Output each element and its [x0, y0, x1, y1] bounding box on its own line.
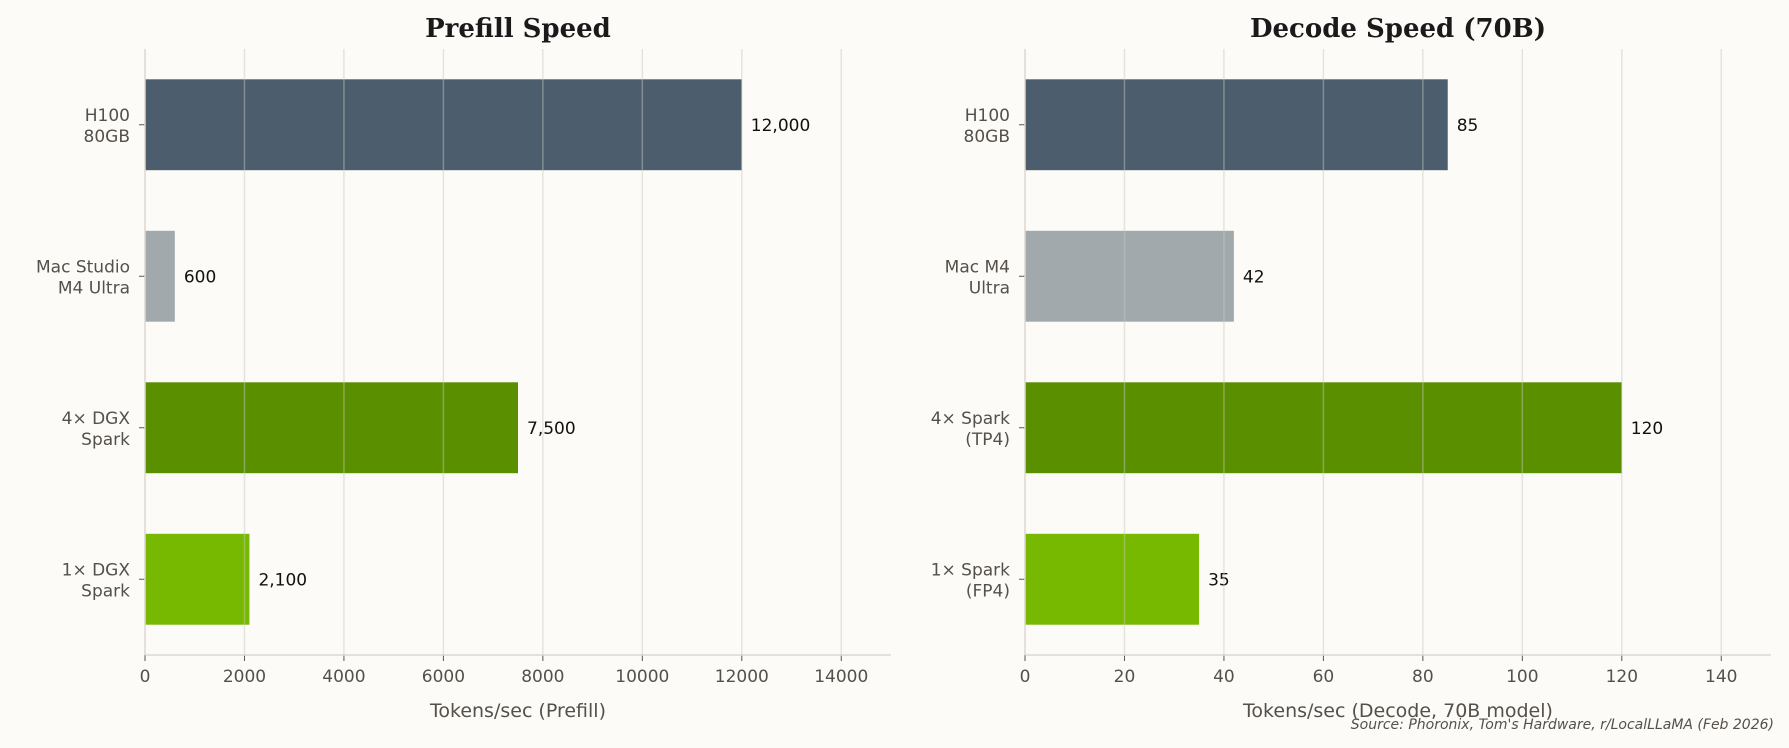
x-tick-label: 60 — [1313, 667, 1335, 687]
data-label: 12,000 — [751, 116, 810, 136]
bar — [1025, 382, 1622, 474]
category-label: Mac M4 Ultra — [945, 257, 1010, 298]
category-label-line: Mac M4 — [945, 257, 1010, 277]
data-label: 120 — [1631, 419, 1663, 439]
x-tick-label: 12000 — [715, 667, 769, 687]
data-label: 600 — [184, 267, 216, 287]
category-label-line: Spark — [81, 430, 130, 450]
bar — [145, 230, 175, 322]
category-label: 1× DGX Spark — [62, 560, 131, 601]
bar — [1025, 79, 1448, 171]
x-tick-label: 4000 — [322, 667, 365, 687]
category-label: 4× DGX Spark — [62, 409, 131, 450]
category-label-line: 4× Spark — [931, 409, 1010, 429]
category-label: H100 80GB — [84, 106, 130, 147]
category-label-line: (FP4) — [966, 581, 1010, 601]
category-label-line: M4 Ultra — [58, 278, 130, 298]
decode-chart: Decode Speed (70B) 85 H100 80GB 42 Mac M4 Ultr… — [931, 14, 1771, 722]
data-label: 2,100 — [258, 570, 307, 590]
chart-title: Prefill Speed — [425, 14, 611, 44]
category-label-line: Spark — [81, 581, 130, 601]
category-label: H100 80GB — [964, 106, 1010, 147]
x-tick-label: 40 — [1213, 667, 1235, 687]
category-label-line: 1× DGX — [62, 560, 131, 580]
category-label-line: 4× DGX — [62, 409, 131, 429]
category-label-line: 80GB — [84, 127, 130, 147]
prefill-chart: Prefill Speed 12,000 H100 80GB 600 Mac Studio… — [36, 14, 891, 722]
bar — [145, 533, 250, 625]
source-note: Source: Phoronix, Tom's Hardware, r/Loca… — [1351, 717, 1774, 733]
category-label-line: 80GB — [964, 127, 1010, 147]
bar — [145, 382, 518, 474]
category-label: 1× Spark (FP4) — [931, 560, 1010, 601]
chart-title: Decode Speed (70B) — [1250, 14, 1546, 44]
x-tick-label: 6000 — [422, 667, 465, 687]
category-label-line: (TP4) — [965, 430, 1010, 450]
x-tick-label: 120 — [1606, 667, 1638, 687]
data-label: 35 — [1208, 570, 1230, 590]
data-label: 7,500 — [527, 419, 576, 439]
category-label-line: Ultra — [969, 278, 1010, 298]
bar — [1025, 230, 1234, 322]
category-label-line: Mac Studio — [36, 257, 130, 277]
x-tick-label: 14000 — [814, 667, 868, 687]
bar — [1025, 533, 1200, 625]
x-tick-label: 0 — [1020, 667, 1031, 687]
x-axis-label: Tokens/sec (Decode, 70B model) — [1242, 700, 1553, 722]
x-tick-label: 0 — [140, 667, 151, 687]
category-label: 4× Spark (TP4) — [931, 409, 1010, 450]
category-label-line: H100 — [85, 106, 130, 126]
category-label-line: H100 — [965, 106, 1010, 126]
x-tick-label: 2000 — [223, 667, 266, 687]
x-tick-label: 10000 — [615, 667, 669, 687]
category-label-line: 1× Spark — [931, 560, 1010, 580]
x-tick-label: 8000 — [521, 667, 564, 687]
bar — [145, 79, 742, 171]
x-tick-label: 140 — [1705, 667, 1737, 687]
data-label: 42 — [1243, 267, 1265, 287]
category-label: Mac Studio M4 Ultra — [36, 257, 130, 298]
x-axis-label: Tokens/sec (Prefill) — [429, 700, 606, 722]
x-tick-label: 80 — [1412, 667, 1434, 687]
data-label: 85 — [1457, 116, 1479, 136]
x-tick-label: 100 — [1506, 667, 1538, 687]
x-tick-label: 20 — [1114, 667, 1136, 687]
